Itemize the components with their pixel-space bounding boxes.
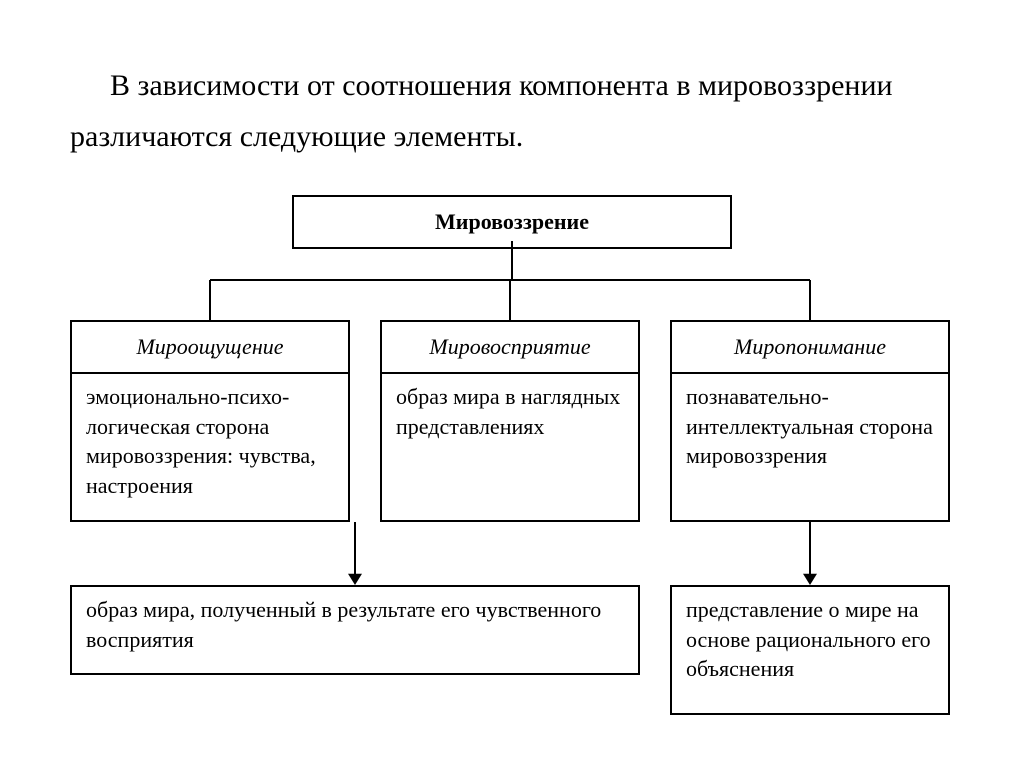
root-title: Мировоззрение bbox=[435, 209, 589, 234]
col3-desc: познавательно-интеллектуальная сторона м… bbox=[670, 372, 950, 522]
intro-text: В зависимости от соотношения компонента … bbox=[70, 60, 960, 162]
col3-header: Миропонимание bbox=[670, 320, 950, 374]
col1-header: Мироощущение bbox=[70, 320, 350, 374]
root-box: Мировоззрение bbox=[292, 195, 732, 249]
col2-desc: образ мира в на­глядных пред­ставлениях bbox=[380, 372, 640, 522]
result2-box: представление о мире на основе рациональ… bbox=[670, 585, 950, 715]
col2-header: Мировосприятие bbox=[380, 320, 640, 374]
result1-box: образ мира, полученный в результате его … bbox=[70, 585, 640, 675]
page: В зависимости от соотношения компонента … bbox=[0, 0, 1024, 767]
col1-desc: эмоционально-психо­логическая сторона ми… bbox=[70, 372, 350, 522]
